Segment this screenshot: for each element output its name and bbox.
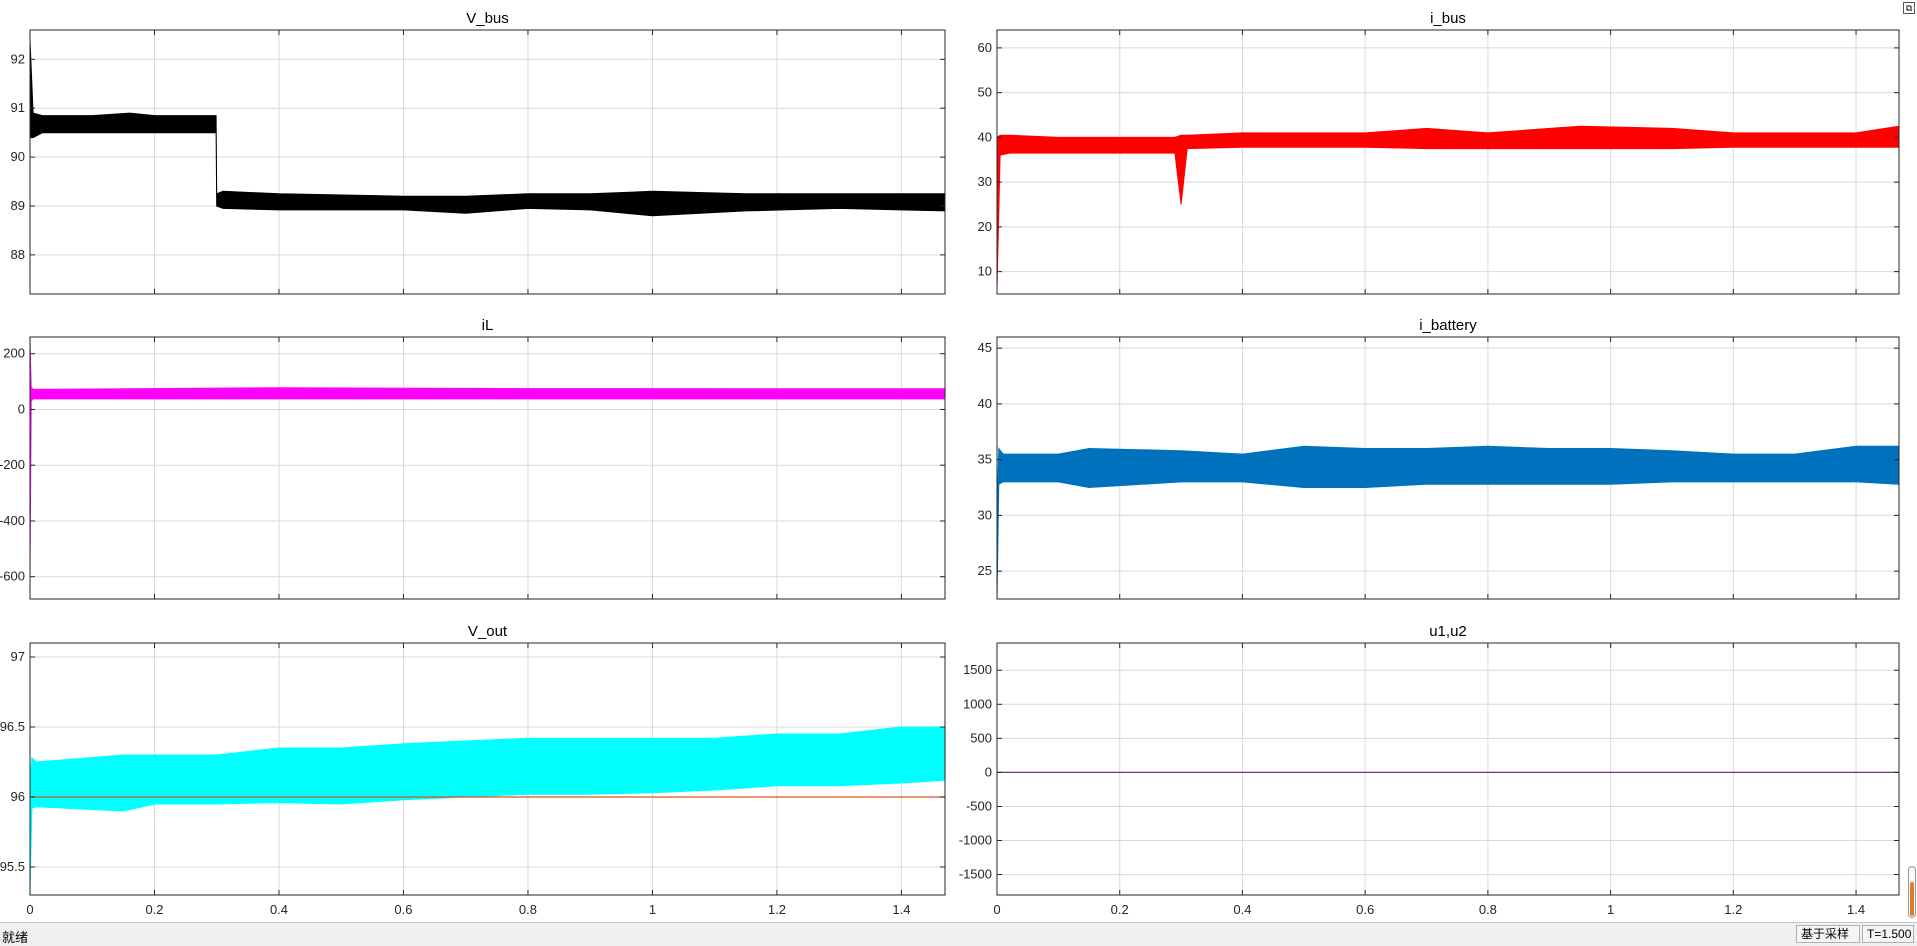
series-band-0 xyxy=(30,726,945,895)
series-band-0 xyxy=(997,445,1899,599)
scroll-grip-fill xyxy=(1910,882,1914,916)
plot-border xyxy=(29,336,946,600)
y-tick-label: 89 xyxy=(11,198,25,213)
x-tick-label: 0.8 xyxy=(519,902,537,917)
series-band-0 xyxy=(30,339,945,577)
chart-0: 88 89 90 91 92 V_bus xyxy=(11,10,946,295)
y-tick-label: -1000 xyxy=(959,833,992,848)
plot-border xyxy=(996,642,1900,896)
chart-title: V_out xyxy=(468,623,508,640)
x-tick-label: 1.2 xyxy=(768,902,786,917)
x-tick-label: 0 xyxy=(26,902,33,917)
chart-title: iL xyxy=(482,317,494,334)
y-tick-label: 500 xyxy=(970,730,992,745)
y-tick-label: 25 xyxy=(978,563,992,578)
y-tick-label: 90 xyxy=(11,149,25,164)
y-tick-label: 30 xyxy=(978,507,992,522)
y-tick-label: 40 xyxy=(978,129,992,144)
x-tick-label: 0.8 xyxy=(1479,902,1497,917)
y-tick-label: -500 xyxy=(966,798,992,813)
y-tick-label: 96 xyxy=(11,789,25,804)
y-tick-label: 35 xyxy=(978,452,992,467)
chart-title: V_bus xyxy=(466,10,509,27)
x-tick-label: 1.4 xyxy=(1847,902,1865,917)
y-tick-label: 45 xyxy=(978,340,992,355)
y-tick-label: 1000 xyxy=(963,696,992,711)
x-tick-label: 1 xyxy=(649,902,656,917)
y-tick-label: 96.5 xyxy=(0,719,25,734)
x-tick-label: 1 xyxy=(1607,902,1614,917)
x-tick-label: 0.4 xyxy=(1233,902,1251,917)
plot-area xyxy=(997,30,1899,294)
y-tick-label: 91 xyxy=(11,100,25,115)
chart-3: 25 30 35 40 45 i_battery xyxy=(978,317,1900,600)
y-tick-label: -1500 xyxy=(959,867,992,882)
y-tick-label: 20 xyxy=(978,219,992,234)
y-tick-label: 30 xyxy=(978,174,992,189)
y-tick-label: 0 xyxy=(18,401,25,416)
x-tick-label: 0 xyxy=(993,902,1000,917)
x-tick-label: 0.4 xyxy=(270,902,288,917)
plot-border xyxy=(29,642,946,896)
y-tick-label: 0 xyxy=(985,764,992,779)
x-tick-label: 0.2 xyxy=(1111,902,1129,917)
plot-border xyxy=(996,29,1900,295)
plot-border xyxy=(29,29,946,295)
x-tick-label: 0.2 xyxy=(145,902,163,917)
y-tick-label: 60 xyxy=(978,40,992,55)
plot-area xyxy=(30,337,945,599)
x-tick-label: 0.6 xyxy=(394,902,412,917)
scope-plots: 8889909192V_bus102030405060i_bus-600-400… xyxy=(0,10,1900,917)
chart-2: -600 -400 -200 0 200 iL xyxy=(0,317,946,600)
y-tick-label: 97 xyxy=(11,649,25,664)
y-tick-label: -600 xyxy=(0,569,25,584)
plot-area xyxy=(30,30,945,294)
restore-icon[interactable]: ⧉ xyxy=(1903,2,1915,14)
x-tick-label: 0.6 xyxy=(1356,902,1374,917)
series-band-0 xyxy=(997,125,1899,290)
status-text: 就绪 xyxy=(2,930,29,945)
y-tick-label: -200 xyxy=(0,457,25,472)
chart-title: u1,u2 xyxy=(1429,623,1467,640)
y-tick-label: 95.5 xyxy=(0,859,25,874)
y-tick-label: 1500 xyxy=(963,662,992,677)
plot-area xyxy=(997,643,1899,895)
series-band-0 xyxy=(30,39,945,217)
x-tick-label: 1.4 xyxy=(892,902,910,917)
y-tick-label: 40 xyxy=(978,396,992,411)
y-tick-label: 88 xyxy=(11,247,25,262)
sample-mode-indicator: 基于采样 xyxy=(1796,925,1860,943)
y-tick-label: 50 xyxy=(978,85,992,100)
scroll-grip[interactable] xyxy=(1908,866,1916,918)
chart-title: i_battery xyxy=(1419,317,1477,334)
chart-5: -1500 -1000 -500 0 500 1000 1500 0 0.2 0.4 0.6 0.8 1… xyxy=(959,623,1900,917)
sim-time-indicator: T=1.500 xyxy=(1862,925,1914,943)
y-tick-label: 10 xyxy=(978,264,992,279)
status-bar: 就绪 基于采样 T=1.500 xyxy=(0,922,1917,946)
chart-title: i_bus xyxy=(1430,10,1466,27)
chart-1: 10 20 30 40 50 60 i_bus xyxy=(978,10,1900,295)
y-tick-label: 92 xyxy=(11,51,25,66)
chart-4: 95.5 96 96.5 97 0 0.2 0.4 0.6 0.8 1 1.2 1.4 V_out xyxy=(0,623,946,917)
y-tick-label: -400 xyxy=(0,513,25,528)
x-tick-label: 1.2 xyxy=(1724,902,1742,917)
y-tick-label: 200 xyxy=(3,346,25,361)
plot-border xyxy=(996,336,1900,600)
